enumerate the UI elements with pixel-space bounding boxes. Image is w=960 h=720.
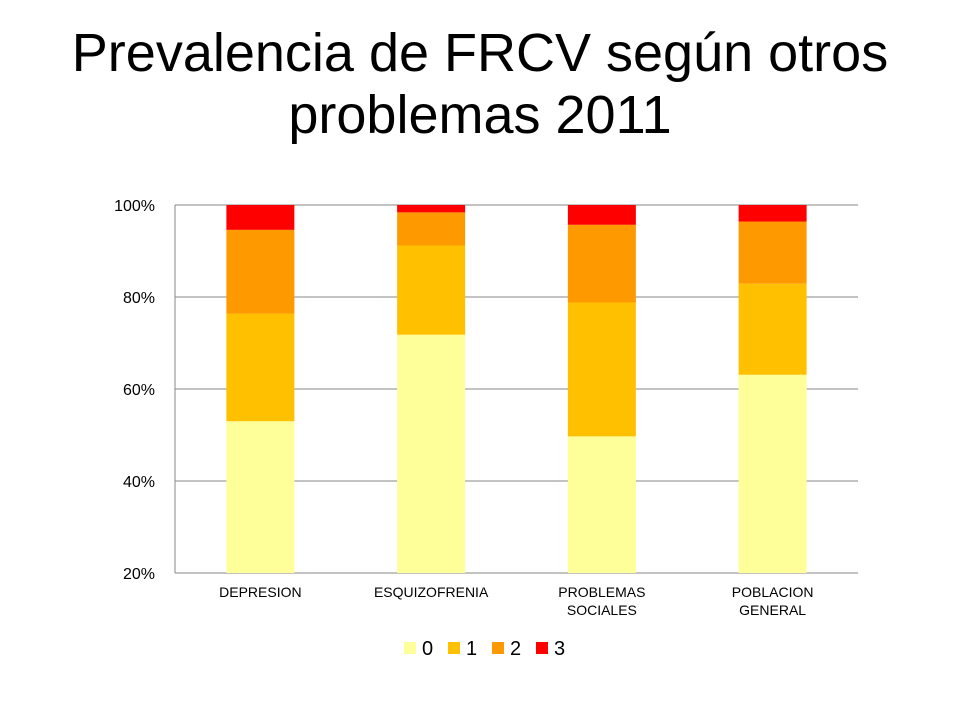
legend-label: 1 xyxy=(466,638,477,660)
x-tick-label: POBLACION GENERAL xyxy=(732,584,814,618)
y-tick-label: 60% xyxy=(123,382,155,399)
legend-swatch xyxy=(404,642,416,654)
bar-segment-0 xyxy=(226,421,295,573)
bar-segment-2 xyxy=(738,221,807,284)
bar-segment-2 xyxy=(397,212,466,246)
legend-swatch xyxy=(448,642,460,654)
legend-label: 3 xyxy=(554,638,565,660)
bar-segment-0 xyxy=(738,374,807,573)
bar-segment-0 xyxy=(567,436,636,573)
legend-swatch xyxy=(536,642,548,654)
y-tick-label: 40% xyxy=(123,474,155,491)
legend-swatch xyxy=(492,642,504,654)
bar-segment-3 xyxy=(397,205,466,213)
bar-segment-3 xyxy=(567,205,636,225)
x-tick-label: DEPRESION xyxy=(219,584,301,600)
y-tick-label: 100% xyxy=(114,198,155,215)
bar-segment-3 xyxy=(226,205,295,230)
bar-segment-1 xyxy=(738,283,807,375)
bar-segment-0 xyxy=(397,334,466,573)
bar-segment-2 xyxy=(226,229,295,314)
legend-label: 2 xyxy=(510,638,521,660)
y-tick-label: 20% xyxy=(123,566,155,583)
bar-segment-3 xyxy=(738,205,807,222)
y-tick-label: 80% xyxy=(123,290,155,307)
page-title: Prevalencia de FRCV según otros problema… xyxy=(71,23,889,145)
bar-segment-1 xyxy=(567,302,636,437)
x-tick-label: PROBLEMAS SOCIALES xyxy=(558,584,645,618)
bar-segment-2 xyxy=(567,224,636,303)
bar-segment-1 xyxy=(226,313,295,422)
bar-segment-1 xyxy=(397,245,466,335)
legend-label: 0 xyxy=(422,638,433,660)
x-tick-label: ESQUIZOFRENIA xyxy=(374,584,489,600)
